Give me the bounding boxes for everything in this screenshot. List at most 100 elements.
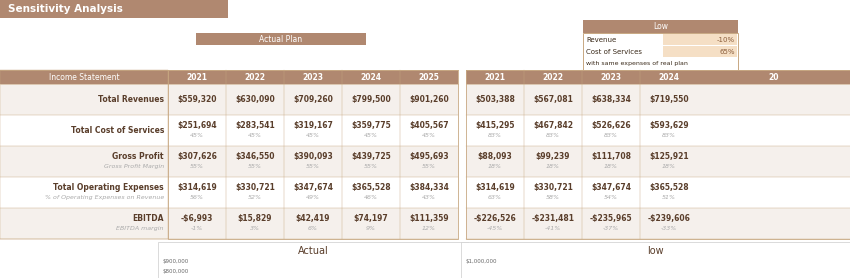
Text: with same expenses of real plan: with same expenses of real plan xyxy=(586,61,688,66)
Bar xyxy=(342,115,400,146)
Text: $346,550: $346,550 xyxy=(235,152,275,161)
Text: $111,359: $111,359 xyxy=(409,214,449,223)
Text: 2022: 2022 xyxy=(542,73,564,81)
Bar xyxy=(0,70,168,84)
Text: $405,567: $405,567 xyxy=(409,121,449,130)
Text: Total Cost of Services: Total Cost of Services xyxy=(71,126,164,135)
Text: Actual: Actual xyxy=(298,246,328,256)
Text: Gross Profit Margin: Gross Profit Margin xyxy=(104,164,164,169)
Text: 45%: 45% xyxy=(364,133,378,138)
Bar xyxy=(582,115,640,146)
Text: 56%: 56% xyxy=(190,195,204,200)
Text: 45%: 45% xyxy=(306,133,320,138)
Text: $88,093: $88,093 xyxy=(478,152,513,161)
Text: 83%: 83% xyxy=(604,133,618,138)
Bar xyxy=(0,0,228,18)
Text: 3%: 3% xyxy=(250,226,260,231)
Text: -33%: -33% xyxy=(660,226,677,231)
Bar xyxy=(466,115,524,146)
Text: 18%: 18% xyxy=(488,164,502,169)
Bar xyxy=(698,177,850,208)
Bar xyxy=(466,84,524,115)
Text: $390,093: $390,093 xyxy=(293,152,333,161)
Bar xyxy=(158,242,468,278)
Bar xyxy=(284,177,342,208)
Text: $251,694: $251,694 xyxy=(177,121,217,130)
Text: 2023: 2023 xyxy=(600,73,621,81)
Text: EBITDA: EBITDA xyxy=(133,214,164,223)
Text: $709,260: $709,260 xyxy=(293,95,333,104)
Text: $347,674: $347,674 xyxy=(591,183,631,192)
Text: -10%: -10% xyxy=(717,36,735,43)
Bar xyxy=(640,115,698,146)
Text: $800,000: $800,000 xyxy=(163,269,190,274)
Text: 45%: 45% xyxy=(248,133,262,138)
Text: $319,167: $319,167 xyxy=(293,121,333,130)
Bar xyxy=(400,70,458,84)
Text: -$226,526: -$226,526 xyxy=(473,214,516,223)
Text: 83%: 83% xyxy=(546,133,560,138)
Text: low: low xyxy=(647,246,664,256)
Text: 51%: 51% xyxy=(662,195,676,200)
Bar xyxy=(640,146,698,177)
Text: 2024: 2024 xyxy=(360,73,382,81)
Text: 55%: 55% xyxy=(248,164,262,169)
Text: $384,334: $384,334 xyxy=(409,183,449,192)
Text: Sensitivity Analysis: Sensitivity Analysis xyxy=(8,4,123,14)
Bar xyxy=(583,20,738,33)
Bar xyxy=(168,208,226,239)
Text: 55%: 55% xyxy=(422,164,436,169)
Text: Gross Profit: Gross Profit xyxy=(112,152,164,161)
Bar xyxy=(698,84,850,115)
Bar xyxy=(466,208,524,239)
Bar xyxy=(342,84,400,115)
Text: $330,721: $330,721 xyxy=(235,183,275,192)
Text: $526,626: $526,626 xyxy=(592,121,631,130)
Bar xyxy=(342,208,400,239)
Text: $901,260: $901,260 xyxy=(409,95,449,104)
Text: 49%: 49% xyxy=(306,195,320,200)
Text: $314,619: $314,619 xyxy=(475,183,515,192)
Text: 45%: 45% xyxy=(190,133,204,138)
Bar xyxy=(284,84,342,115)
Text: $439,725: $439,725 xyxy=(351,152,391,161)
Text: $503,388: $503,388 xyxy=(475,95,515,104)
Text: 12%: 12% xyxy=(422,226,436,231)
Text: Income Statement: Income Statement xyxy=(48,73,119,81)
Text: 55%: 55% xyxy=(364,164,378,169)
Text: 43%: 43% xyxy=(422,195,436,200)
Text: -45%: -45% xyxy=(487,226,503,231)
Text: 83%: 83% xyxy=(662,133,676,138)
Text: $559,320: $559,320 xyxy=(178,95,217,104)
Text: 2025: 2025 xyxy=(418,73,439,81)
Bar xyxy=(663,34,737,45)
Bar xyxy=(466,70,850,239)
Bar xyxy=(168,70,458,239)
Bar xyxy=(640,177,698,208)
Bar xyxy=(226,115,284,146)
Bar xyxy=(284,146,342,177)
Bar xyxy=(698,70,850,84)
Text: 2023: 2023 xyxy=(303,73,324,81)
Text: 20: 20 xyxy=(768,73,779,81)
Bar xyxy=(168,70,226,84)
Text: Total Revenues: Total Revenues xyxy=(98,95,164,104)
Bar xyxy=(640,84,698,115)
Text: $74,197: $74,197 xyxy=(354,214,388,223)
Text: $307,626: $307,626 xyxy=(177,152,217,161)
Bar xyxy=(524,70,582,84)
Text: 2021: 2021 xyxy=(186,73,207,81)
Bar xyxy=(524,146,582,177)
Bar xyxy=(524,177,582,208)
Text: $365,528: $365,528 xyxy=(649,183,688,192)
Text: -$239,606: -$239,606 xyxy=(648,214,690,223)
Text: Revenue: Revenue xyxy=(586,36,616,43)
Text: Actual Plan: Actual Plan xyxy=(259,34,303,43)
Bar xyxy=(582,177,640,208)
Bar xyxy=(640,208,698,239)
Text: 55%: 55% xyxy=(190,164,204,169)
Bar xyxy=(0,146,168,177)
Text: 63%: 63% xyxy=(488,195,502,200)
Bar xyxy=(168,115,226,146)
Text: 18%: 18% xyxy=(546,164,560,169)
